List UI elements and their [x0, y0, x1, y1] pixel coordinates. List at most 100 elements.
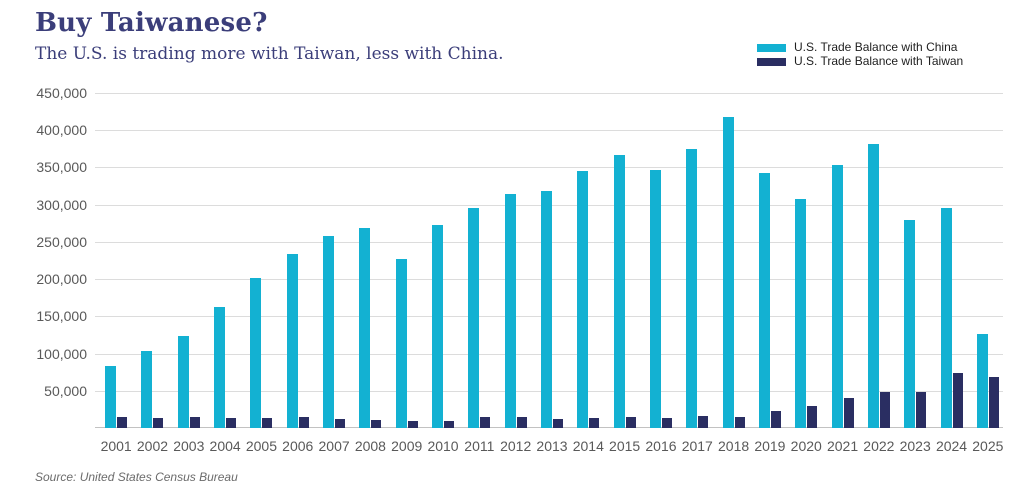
bar-taiwan-2024	[952, 373, 963, 428]
bar-china-2014	[577, 171, 589, 428]
bar-taiwan-2018	[734, 417, 745, 428]
chart-subtitle: The U.S. is trading more with Taiwan, le…	[35, 44, 504, 64]
bar-taiwan-2003	[189, 417, 200, 428]
x-axis-label-2006: 2006	[282, 438, 314, 454]
bar-taiwan-2023	[916, 392, 927, 428]
bar-taiwan-2002	[153, 418, 164, 428]
bar-china-2006	[286, 254, 298, 428]
x-axis-label-2022: 2022	[863, 438, 895, 454]
x-axis-label-2019: 2019	[754, 438, 786, 454]
bar-taiwan-2011	[480, 417, 491, 428]
x-axis-label-2012: 2012	[500, 438, 532, 454]
bar-taiwan-2004	[226, 418, 237, 428]
bar-taiwan-2005	[262, 418, 273, 428]
legend-label-taiwan: U.S. Trade Balance with Taiwan	[794, 54, 964, 68]
bar-china-2022	[867, 144, 879, 428]
bar-taiwan-2025	[988, 377, 999, 428]
y-axis-label: 350,000	[36, 159, 87, 176]
bar-taiwan-2007	[335, 419, 346, 428]
bar-china-2012	[504, 194, 516, 428]
plot-area	[95, 93, 1003, 428]
x-axis-label-2005: 2005	[245, 438, 278, 454]
source-note: Source: United States Census Bureau	[35, 470, 238, 484]
bar-china-2010	[432, 225, 444, 428]
y-axis-label: 200,000	[36, 271, 87, 288]
x-axis-label-2001: 2001	[100, 438, 132, 454]
legend-item-china: U.S. Trade Balance with China	[757, 41, 963, 54]
x-axis-label-2017: 2017	[681, 438, 713, 454]
chart-title: Buy Taiwanese?	[35, 8, 268, 38]
x-axis-label-2015: 2015	[609, 438, 641, 454]
bar-china-2011	[468, 208, 480, 428]
y-axis-label: 400,000	[36, 122, 87, 139]
bar-taiwan-2017	[698, 416, 709, 428]
x-axis-label-2008: 2008	[354, 438, 386, 454]
legend-item-taiwan: U.S. Trade Balance with Taiwan	[757, 55, 963, 68]
bar-taiwan-2009	[407, 421, 418, 428]
bar-taiwan-2001	[117, 417, 128, 428]
bar-china-2020	[795, 199, 807, 428]
x-axis-label-2004: 2004	[209, 438, 241, 454]
x-axis-label-2011: 2011	[464, 438, 495, 454]
bar-taiwan-2016	[661, 418, 672, 428]
y-axis-label: 100,000	[36, 345, 87, 362]
bar-china-2016	[649, 170, 661, 428]
bar-taiwan-2010	[444, 421, 455, 428]
x-axis-label-2023: 2023	[899, 438, 931, 454]
gridline	[95, 93, 1003, 94]
x-axis-label-2010: 2010	[427, 438, 459, 454]
gridline	[95, 130, 1003, 132]
bar-china-2004	[214, 307, 226, 428]
x-axis-label-2014: 2014	[572, 438, 604, 454]
y-axis-label: 250,000	[36, 233, 87, 250]
bar-taiwan-2015	[625, 417, 636, 428]
bar-china-2001	[105, 366, 117, 428]
bar-china-2025	[976, 334, 988, 428]
bar-taiwan-2013	[553, 419, 563, 428]
bar-china-2015	[613, 155, 625, 428]
y-axis-label: 300,000	[36, 196, 87, 213]
bar-china-2008	[359, 228, 371, 428]
bar-china-2003	[177, 336, 189, 428]
x-axis-label-2013: 2013	[536, 438, 568, 454]
bar-taiwan-2019	[770, 411, 781, 428]
legend-swatch-taiwan-icon	[757, 57, 786, 66]
bar-china-2013	[541, 191, 552, 428]
bar-china-2009	[395, 259, 407, 428]
bar-china-2007	[323, 236, 335, 428]
x-axis-label-2007: 2007	[318, 438, 350, 454]
bar-china-2002	[141, 351, 153, 428]
x-axis-label-2025: 2025	[972, 438, 1004, 454]
legend: U.S. Trade Balance with China U.S. Trade…	[757, 41, 963, 69]
x-axis-label-2009: 2009	[391, 438, 423, 454]
y-axis-label: 150,000	[36, 308, 87, 325]
bar-china-2017	[686, 149, 698, 428]
bar-taiwan-2022	[879, 392, 890, 428]
bar-taiwan-2014	[589, 418, 600, 428]
bar-taiwan-2020	[807, 406, 818, 428]
bar-china-2018	[722, 117, 734, 428]
bar-china-2024	[940, 208, 952, 428]
x-axis-label-2002: 2002	[136, 438, 169, 454]
bar-taiwan-2008	[371, 420, 382, 428]
x-axis-label-2018: 2018	[718, 438, 750, 454]
bar-taiwan-2006	[298, 417, 309, 428]
y-axis-label: 50,000	[44, 382, 87, 399]
bar-china-2021	[831, 165, 843, 428]
bar-taiwan-2021	[843, 398, 854, 428]
x-axis-label-2016: 2016	[645, 438, 677, 454]
x-axis-label-2024: 2024	[935, 438, 968, 454]
x-axis-label-2003: 2003	[173, 438, 205, 454]
bar-china-2023	[904, 220, 916, 428]
x-axis-label-2020: 2020	[790, 438, 822, 454]
bar-china-2005	[250, 278, 262, 428]
x-axis-label-2021: 2021	[826, 438, 859, 454]
legend-label-china: U.S. Trade Balance with China	[794, 40, 958, 54]
y-axis-label: 450,000	[36, 85, 87, 101]
legend-swatch-china-icon	[757, 43, 786, 52]
gridline	[95, 167, 1003, 169]
bar-taiwan-2012	[516, 417, 527, 428]
bar-china-2019	[758, 173, 770, 428]
